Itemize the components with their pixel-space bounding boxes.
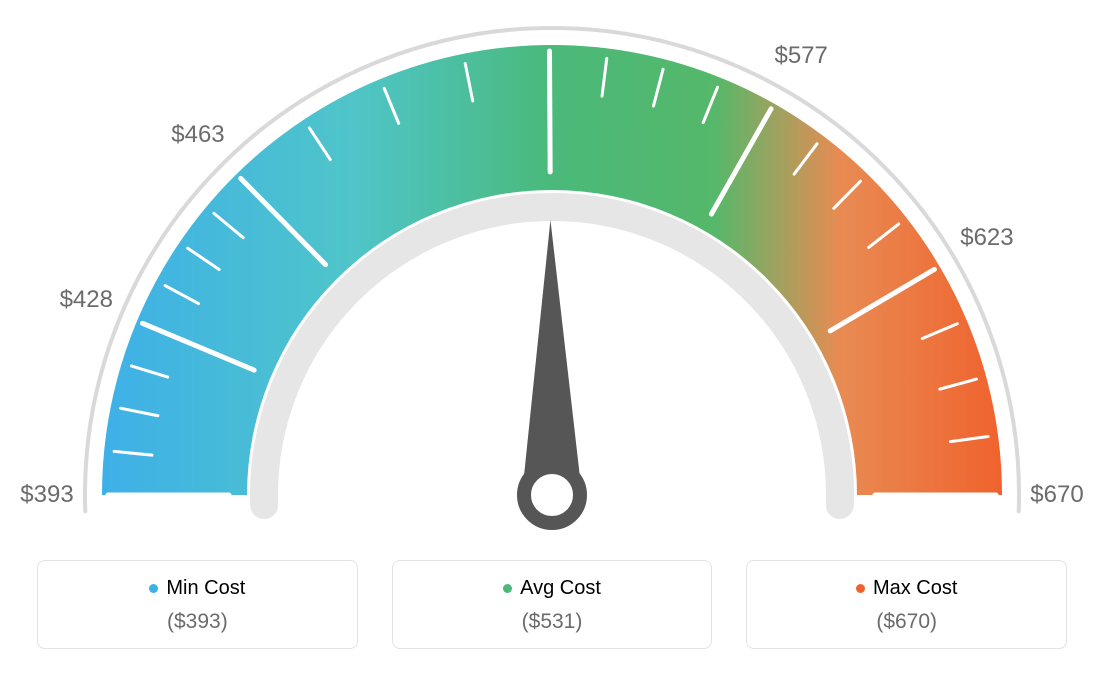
gauge-tick-label: $531 <box>522 0 575 4</box>
gauge-tick-label: $577 <box>774 42 827 70</box>
legend-row: Min Cost ($393) Avg Cost ($531) Max Cost… <box>37 560 1067 649</box>
legend-value-min: ($393) <box>48 610 347 634</box>
legend-card-min: Min Cost ($393) <box>37 560 358 649</box>
gauge-svg <box>0 0 1104 560</box>
legend-card-max: Max Cost ($670) <box>746 560 1067 649</box>
legend-label: Max Cost <box>873 577 957 599</box>
legend-value-avg: ($531) <box>403 610 702 634</box>
cost-gauge: $393 $428 $463 $531 $577 $623 $670 <box>0 0 1104 560</box>
gauge-tick-label: $463 <box>171 121 224 149</box>
legend-title-max: Max Cost <box>757 577 1056 600</box>
gauge-tick-label: $670 <box>1030 481 1083 509</box>
dot-icon <box>856 584 865 593</box>
gauge-tick-label: $428 <box>60 286 113 314</box>
legend-title-avg: Avg Cost <box>403 577 702 600</box>
gauge-tick-label: $623 <box>960 224 1013 252</box>
legend-label: Avg Cost <box>520 577 601 599</box>
legend-title-min: Min Cost <box>48 577 347 600</box>
dot-icon <box>149 584 158 593</box>
legend-card-avg: Avg Cost ($531) <box>392 560 713 649</box>
gauge-tick-label: $393 <box>20 481 73 509</box>
dot-icon <box>503 584 512 593</box>
legend-value-max: ($670) <box>757 610 1056 634</box>
legend-label: Min Cost <box>166 577 245 599</box>
